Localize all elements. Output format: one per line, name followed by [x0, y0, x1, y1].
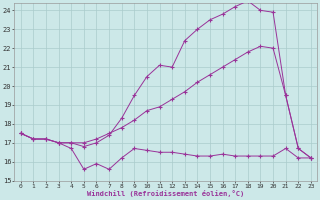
X-axis label: Windchill (Refroidissement éolien,°C): Windchill (Refroidissement éolien,°C) [87, 190, 244, 197]
